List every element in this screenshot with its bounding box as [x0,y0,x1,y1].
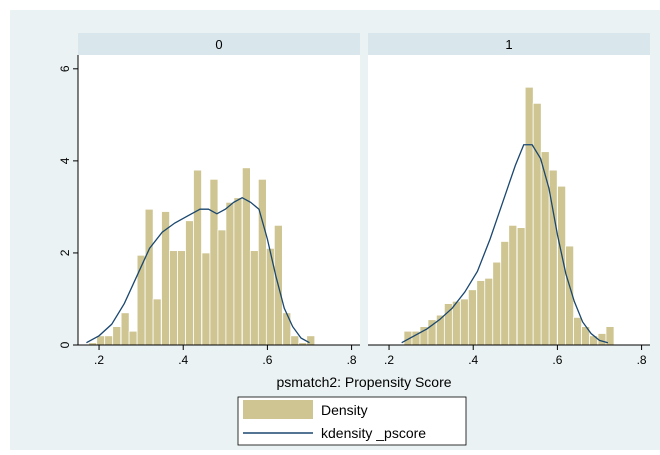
panel-1-bar [476,280,486,346]
panel-0-strip-label: 0 [215,37,222,52]
panel-1-x-tick-label: .8 [637,353,647,367]
panel-0-x-tick-label: .4 [178,353,188,367]
panel-0-bar [225,201,235,346]
panel-1-strip [368,33,650,55]
panel-1-bar [500,241,510,346]
panel-0-bar [209,178,219,346]
panel-1-x-tick-label: .4 [468,353,478,367]
y-tick-label: 4 [58,157,72,164]
legend-swatch-density [243,400,313,419]
panel-1-density-line [401,144,609,344]
panel-0-x-tick-label: .2 [94,353,104,367]
panel-1-x-tick-label: .2 [384,353,394,367]
legend-label-density: Density [321,402,368,418]
panel-0-bar [249,250,259,346]
panel-1-bar [524,86,534,346]
panel-0-bar [217,229,227,346]
panel-1-x-tick-label: .6 [552,353,562,367]
panel-0-bar [120,312,130,346]
panel-1-bar [484,277,494,346]
panel-1-bar [492,261,502,346]
panel-0-bar [152,298,162,346]
panel-0-bar [193,169,202,346]
panel-1-bar [532,102,542,346]
panel-0-x-tick-label: .8 [347,353,357,367]
panel-0-bar [177,250,186,346]
panel-1-bar [467,289,477,346]
panel-0-bar [169,250,178,346]
x-axis-title: psmatch2: Propensity Score [276,374,451,390]
panel-1-bar [451,300,461,346]
panel-0-bar [290,335,300,346]
panel-0-bar [185,220,194,346]
panel-1-bar [516,227,526,346]
panel-1-bar [573,316,583,346]
panel-1-strip-label: 1 [505,37,512,52]
panel-1-bar [597,333,607,346]
panel-0-bar [136,254,146,346]
panel-0-density-line [86,196,310,344]
panel-1-bar [508,224,518,346]
y-tick-label: 6 [58,65,72,72]
panel-0-strip [78,33,360,55]
y-tick-label: 0 [58,341,72,348]
panel-0-bar [96,335,106,346]
panel-0-bar [144,208,154,346]
panel-0-bar [112,326,122,346]
panel-0-bar [257,178,267,346]
panel-0-bar [241,167,251,346]
panel-0-bar [104,335,114,346]
panel-0-bar [128,330,138,346]
panel-0-bar [282,312,292,346]
panel-0-x-tick-label: .6 [262,353,272,367]
panel-0-bar [233,197,243,346]
panel-0-bar [201,252,211,346]
panel-1-bar [459,298,469,346]
panel-0-bar [306,335,316,346]
legend-label-kdensity: kdensity _pscore [321,425,426,441]
panel-1-bar [540,151,550,346]
y-tick-label: 2 [58,249,72,256]
